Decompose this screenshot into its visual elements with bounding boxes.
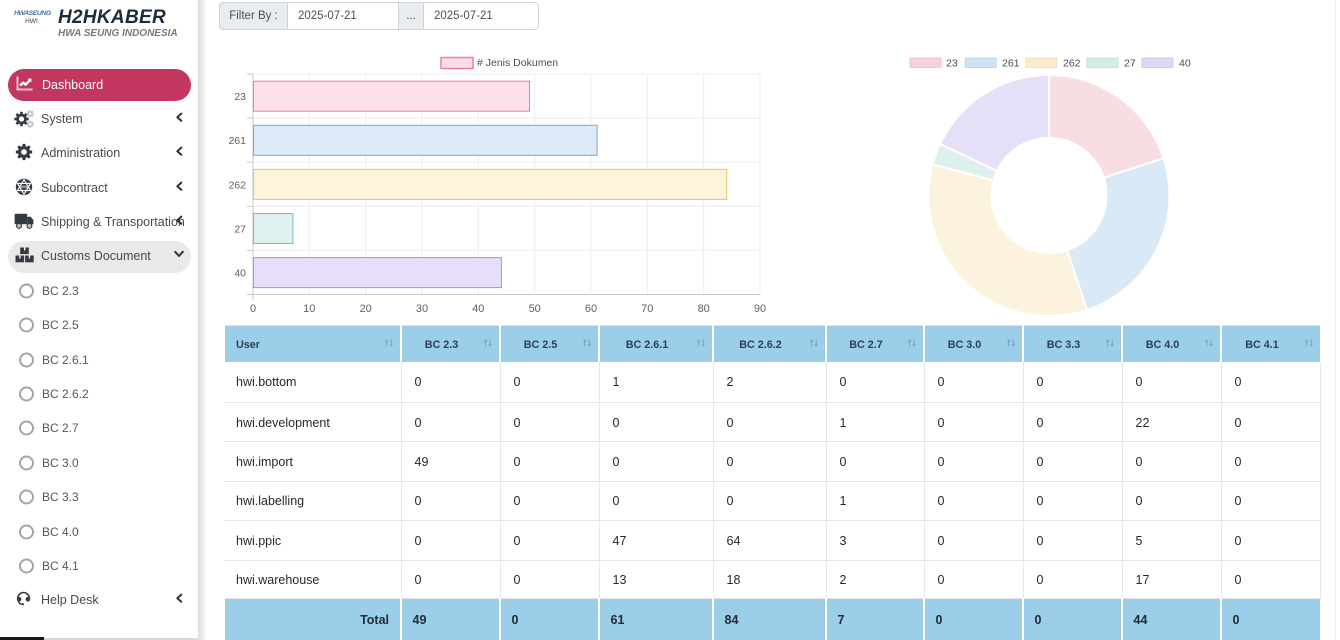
svg-text:50: 50 [529, 303, 541, 315]
svg-text:20: 20 [360, 303, 372, 315]
svg-text:262: 262 [228, 179, 246, 191]
svg-text:70: 70 [641, 303, 653, 315]
svg-text:27: 27 [1124, 58, 1136, 70]
svg-text:60: 60 [585, 303, 597, 315]
svg-text:261: 261 [1002, 58, 1020, 70]
svg-text:23: 23 [946, 58, 958, 70]
svg-text:80: 80 [698, 303, 710, 315]
svg-text:0: 0 [250, 303, 256, 315]
svg-text:261: 261 [228, 135, 246, 147]
svg-text:40: 40 [472, 303, 484, 315]
svg-text:# Jenis Dokumen: # Jenis Dokumen [477, 57, 558, 69]
svg-text:23: 23 [234, 91, 246, 103]
svg-text:40: 40 [234, 268, 246, 280]
svg-text:30: 30 [416, 303, 428, 315]
svg-text:90: 90 [754, 303, 766, 315]
svg-text:40: 40 [1179, 58, 1191, 70]
svg-text:27: 27 [234, 223, 246, 235]
svg-text:10: 10 [303, 303, 315, 315]
svg-text:262: 262 [1063, 58, 1081, 70]
